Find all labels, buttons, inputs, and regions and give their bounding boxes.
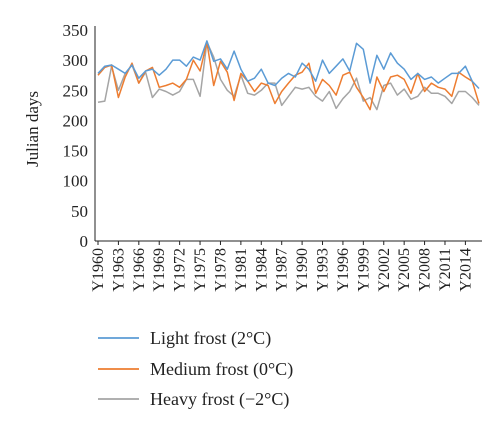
legend-label-0: Light frost (2°C) [150, 328, 271, 349]
x-tick-label: Y1969 [151, 248, 168, 292]
y-tick-label: 300 [63, 51, 89, 70]
y-axis-ticks: 0 50 100 150 200 250 300 350 [63, 21, 89, 251]
y-axis-label-group: Julian days [23, 91, 42, 167]
y-tick-label: 0 [80, 232, 89, 251]
x-tick-label: Y2002 [376, 248, 393, 292]
x-tick-label: Y1993 [315, 248, 332, 292]
legend: Light frost (2°C) Medium frost (0°C) Heavy… [98, 328, 293, 410]
x-tick-label: Y1996 [335, 248, 352, 292]
y-tick-label: 50 [71, 202, 88, 221]
x-axis-ticks: Y1960 Y1963 Y1966 Y1969 Y1972 Y1975 Y1978 Y1981… [90, 241, 474, 292]
x-tick-label: Y2008 [417, 248, 434, 292]
series-lines [97, 40, 480, 111]
x-tick-label: Y1978 [212, 248, 229, 292]
series-line-2 [97, 41, 480, 111]
y-tick-label: 200 [63, 111, 89, 130]
y-tick-label: 100 [63, 172, 89, 191]
x-tick-label: Y1999 [355, 248, 372, 292]
x-tick-label: Y1981 [233, 248, 250, 292]
y-tick-label: 250 [63, 81, 89, 100]
x-tick-label: Y1984 [253, 248, 270, 292]
x-tick-label: Y2005 [396, 248, 413, 292]
x-tick-label: Y1960 [90, 248, 107, 292]
x-tick-label: Y1963 [110, 248, 127, 292]
x-tick-label: Y1987 [274, 248, 291, 292]
series-line-1 [97, 41, 480, 111]
x-tick-label: Y1975 [192, 248, 209, 292]
legend-label-2: Heavy frost (−2°C) [150, 389, 289, 410]
x-tick-label: Y2011 [437, 248, 454, 291]
axes [94, 26, 482, 242]
legend-label-1: Medium frost (0°C) [150, 359, 293, 380]
x-tick-label: Y1966 [131, 248, 148, 292]
series-line-0 [97, 40, 480, 90]
x-tick-label: Y1972 [172, 248, 189, 292]
x-tick-label: Y2014 [457, 248, 474, 292]
y-axis-label: Julian days [23, 91, 42, 167]
y-tick-label: 150 [63, 142, 89, 161]
y-tick-label: 350 [63, 21, 89, 40]
x-tick-label: Y1990 [294, 248, 311, 292]
